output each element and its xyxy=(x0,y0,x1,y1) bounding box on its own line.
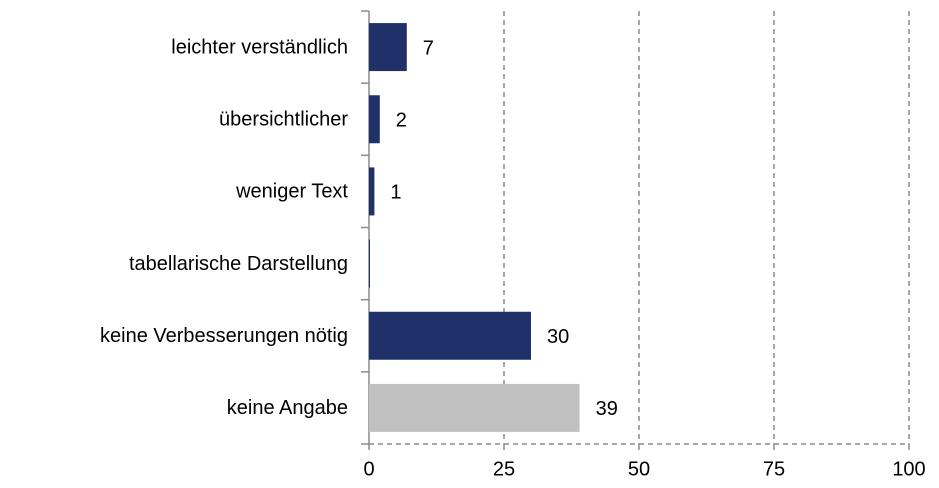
bar xyxy=(369,239,370,288)
y-tick-label: tabellarische Darstellung xyxy=(129,253,348,275)
value-label: 1 xyxy=(390,182,401,204)
x-tick-label: 25 xyxy=(493,458,515,480)
y-tick-label: weniger Text xyxy=(235,181,348,203)
value-label: 30 xyxy=(547,326,569,348)
y-tick-label: keine Verbesserungen nötig xyxy=(100,325,348,347)
y-tick-label: übersichtlicher xyxy=(219,109,348,131)
bar xyxy=(369,23,407,72)
value-label: 39 xyxy=(596,398,618,420)
x-tick-label: 50 xyxy=(628,458,650,480)
value-label: 7 xyxy=(423,37,434,59)
x-tick-label: 75 xyxy=(763,458,785,480)
bar xyxy=(369,383,580,432)
bar xyxy=(369,95,380,144)
y-tick-label: keine Angabe xyxy=(227,397,348,419)
x-tick-label: 100 xyxy=(892,458,925,480)
bar xyxy=(369,311,531,360)
bar xyxy=(369,167,375,216)
y-tick-label: leichter verständlich xyxy=(171,36,348,58)
value-label: 2 xyxy=(396,110,407,132)
x-tick-label: 0 xyxy=(363,458,374,480)
